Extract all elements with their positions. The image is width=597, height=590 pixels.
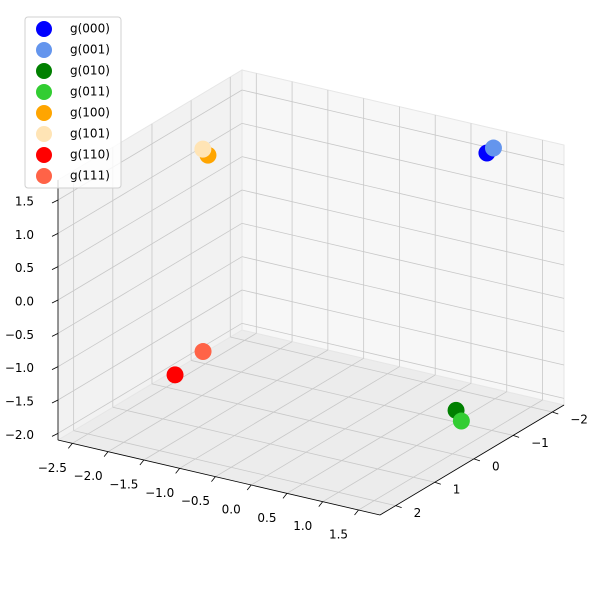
tick-mark	[103, 451, 109, 457]
legend-marker	[36, 105, 52, 121]
legend-label: g(111)	[70, 169, 110, 183]
grid-line	[151, 383, 475, 460]
tick-mark	[434, 481, 441, 485]
point	[452, 412, 470, 430]
legend-marker	[36, 126, 52, 142]
tick-mark	[552, 411, 559, 415]
tick-mark	[512, 435, 520, 438]
tick-mark	[51, 199, 59, 204]
grid-line	[358, 399, 543, 511]
grid-line	[57, 189, 243, 301]
grid-line	[107, 341, 293, 453]
x-tick-label: 0.0	[222, 503, 241, 517]
legend-marker	[36, 21, 52, 37]
legend-label: g(101)	[70, 127, 110, 141]
grid-line	[241, 289, 565, 366]
tick-mark	[51, 299, 59, 304]
grid-line	[250, 374, 436, 486]
legend-label: g(011)	[70, 85, 110, 99]
tick-mark	[282, 493, 288, 499]
z-tick-label: 0.5	[15, 261, 34, 275]
grid-line	[241, 322, 565, 399]
grid-line	[179, 357, 364, 469]
grid-line	[241, 222, 565, 299]
tick-mark	[51, 399, 59, 404]
legend-marker	[36, 168, 52, 184]
legend-marker	[36, 63, 52, 79]
y-tick-label: 1	[453, 483, 461, 497]
x-tick-label: −1.0	[145, 486, 174, 500]
grid-line	[241, 256, 565, 333]
grid-line	[112, 406, 435, 483]
tick-mark	[51, 232, 59, 237]
legend-label: g(001)	[70, 43, 110, 57]
y-tick-label: 2	[414, 506, 422, 520]
z-tick-label: 1.5	[15, 195, 34, 209]
tick-mark	[51, 266, 59, 271]
tick-mark	[67, 443, 73, 449]
tick-mark	[318, 501, 324, 507]
grid-line	[57, 322, 243, 434]
tick-mark	[211, 476, 216, 482]
z-tick-label: 0.0	[15, 295, 34, 309]
x-tick-label: −1.5	[109, 478, 138, 492]
legend-marker	[36, 42, 52, 58]
tick-mark	[354, 509, 359, 516]
x-tick-label: 1.5	[329, 528, 348, 542]
legend-marker	[36, 147, 52, 163]
grid-line	[322, 391, 507, 503]
legend-label: g(010)	[70, 64, 110, 78]
x-tick-label: 0.5	[257, 511, 276, 525]
legend: g(000) g(001) g(010) g(011) g(100) g(101) g(11…	[24, 16, 122, 189]
point	[194, 343, 212, 361]
y-tick-label: −1	[531, 436, 549, 450]
grid-line	[143, 349, 329, 461]
tick-mark	[51, 332, 59, 337]
x-tick-label: −0.5	[181, 494, 210, 508]
tick-mark	[139, 459, 145, 466]
z-tick-label: 1.0	[15, 228, 34, 242]
z-tick-label: −0.5	[5, 328, 34, 342]
x-axis	[57, 439, 381, 516]
grid-line	[57, 289, 243, 401]
grid-line	[286, 382, 472, 494]
y-tick-label: 0	[492, 459, 500, 473]
point	[194, 140, 212, 158]
grid-line	[57, 122, 243, 234]
x-tick-label: −2.5	[38, 461, 67, 475]
legend-label: g(000)	[70, 22, 110, 36]
grid-line	[215, 366, 400, 478]
x-tick-label: −2.0	[74, 469, 103, 483]
z-tick-label: −2.0	[5, 428, 34, 442]
grid-line	[57, 256, 243, 368]
grid-line	[73, 430, 396, 507]
legend-label: g(110)	[70, 148, 110, 162]
y-axis	[379, 404, 565, 516]
grid-line	[57, 156, 243, 268]
tick-mark	[246, 484, 252, 491]
grid-line	[241, 156, 565, 233]
z-tick-label: −1.0	[5, 361, 34, 375]
tick-mark	[175, 468, 180, 474]
legend-box	[24, 16, 122, 189]
tick-mark	[51, 432, 59, 437]
grid-line	[57, 222, 243, 334]
tick-mark	[395, 505, 402, 509]
grid-line	[230, 336, 553, 413]
legend-label: g(100)	[70, 106, 110, 120]
grid-line	[241, 189, 565, 266]
point	[166, 366, 184, 384]
grid-line	[241, 122, 565, 199]
z-tick-label: −1.5	[5, 395, 34, 409]
legend-marker	[36, 84, 52, 100]
point	[484, 139, 502, 157]
grid-line	[241, 89, 565, 166]
grid-line	[72, 332, 257, 444]
x-tick-label: 1.0	[293, 519, 312, 533]
tick-mark	[51, 366, 59, 371]
y-tick-label: −2	[570, 413, 588, 427]
tick-mark	[473, 458, 481, 462]
